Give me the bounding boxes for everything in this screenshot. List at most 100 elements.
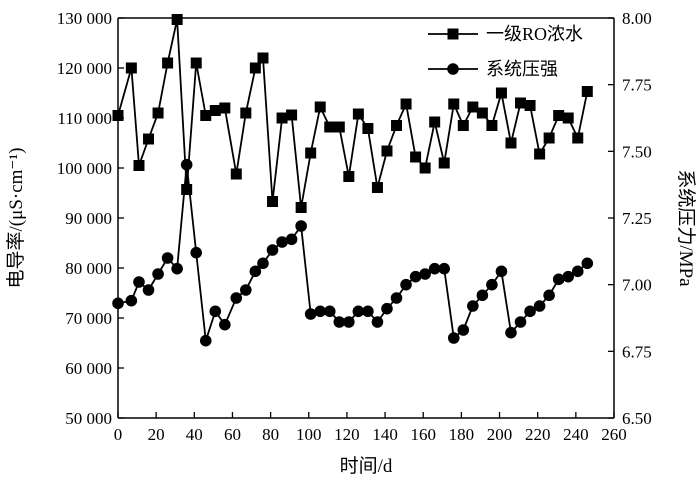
circle-marker: [199, 334, 212, 347]
square-marker: [162, 57, 174, 69]
circle-marker: [352, 305, 365, 318]
x-tick-label: 200: [487, 425, 513, 444]
series-pressure: [112, 158, 594, 347]
square-marker: [190, 57, 202, 69]
right-y-tick-label: 7.25: [622, 209, 652, 228]
square-marker: [267, 196, 279, 207]
circle-marker: [125, 294, 138, 307]
x-tick-label: 240: [563, 425, 589, 444]
circle-marker: [467, 300, 479, 312]
right-y-tick-label: 7.00: [622, 276, 652, 295]
square-marker: [534, 148, 546, 160]
legend-circle-marker: [447, 63, 459, 75]
circle-marker: [552, 273, 565, 286]
square-marker: [581, 86, 593, 97]
square-marker: [333, 121, 345, 133]
circle-marker: [190, 246, 203, 259]
left-y-tick-label: 60 000: [65, 359, 112, 378]
right-y-axis-ticks: 6.50 6.75 7.00 7.25 7.50 7.75 8.00: [608, 9, 652, 428]
square-marker: [524, 100, 536, 111]
square-marker: [486, 120, 498, 131]
circle-marker: [371, 316, 384, 328]
right-y-tick-label: 7.50: [622, 142, 652, 161]
x-tick-label: 60: [224, 425, 241, 444]
left-y-tick-label: 50 000: [65, 409, 112, 428]
circle-marker: [112, 297, 124, 310]
square-marker: [429, 116, 441, 128]
circle-marker: [381, 302, 393, 315]
x-tick-label: 20: [148, 425, 165, 444]
square-marker: [400, 98, 412, 110]
square-marker: [314, 101, 326, 113]
right-y-tick-label: 6.75: [622, 342, 652, 361]
circle-marker: [285, 233, 298, 246]
circle-marker: [390, 292, 403, 304]
right-y-axis-title: 系统压力/MPa: [675, 169, 697, 287]
x-tick-label: 0: [114, 425, 123, 444]
square-marker: [133, 160, 145, 171]
circle-marker: [571, 265, 584, 278]
legend-item-concentrate: 一级RO浓水: [428, 24, 583, 44]
circle-marker: [323, 305, 336, 318]
square-marker: [209, 105, 221, 116]
circle-marker: [249, 265, 262, 278]
legend-label-pressure: 系统压强: [486, 59, 558, 79]
series-concentrate: [112, 14, 593, 213]
left-y-tick-label: 80 000: [65, 259, 112, 278]
left-y-tick-label: 120 000: [57, 59, 112, 78]
circle-marker: [362, 305, 374, 318]
circle-marker: [543, 289, 555, 302]
series-line: [117, 19, 589, 208]
square-marker: [515, 97, 527, 109]
circle-marker: [562, 270, 575, 283]
square-marker: [410, 151, 422, 163]
left-y-tick-label: 90 000: [65, 209, 112, 228]
left-y-tick-label: 110 000: [57, 109, 112, 128]
x-tick-label: 100: [296, 425, 322, 444]
square-marker: [112, 110, 124, 121]
circle-marker: [428, 262, 441, 275]
square-marker: [543, 132, 555, 144]
circle-marker: [457, 324, 470, 336]
x-tick-label: 140: [372, 425, 398, 444]
square-marker: [171, 14, 183, 25]
circle-marker: [495, 265, 508, 278]
square-marker: [240, 107, 252, 119]
square-marker: [553, 110, 565, 121]
legend-square-marker: [447, 28, 459, 40]
square-marker: [295, 202, 307, 213]
circle-marker: [295, 220, 307, 232]
circle-marker: [152, 268, 164, 280]
left-y-tick-label: 70 000: [65, 309, 112, 328]
x-axis-ticks: 0 20 40 60 80 100 120 140 160 180 200 220 240 260: [114, 412, 627, 444]
square-marker: [352, 108, 364, 120]
circle-marker: [180, 158, 193, 171]
legend-label-concentrate: 一级RO浓水: [486, 24, 583, 44]
circle-marker: [219, 318, 231, 331]
circle-marker: [257, 257, 269, 270]
square-marker: [467, 101, 479, 113]
square-marker: [419, 162, 431, 174]
square-marker: [448, 98, 460, 110]
x-tick-label: 120: [334, 425, 360, 444]
square-marker: [476, 107, 488, 119]
square-marker: [495, 87, 507, 99]
right-y-tick-label: 7.75: [622, 76, 652, 95]
square-marker: [438, 157, 450, 169]
circle-marker: [230, 292, 243, 304]
series-line: [117, 164, 588, 341]
square-marker: [286, 109, 298, 121]
left-y-tick-label: 130 000: [57, 9, 112, 28]
circle-marker: [171, 262, 183, 275]
x-tick-label: 260: [601, 425, 627, 444]
circle-marker: [486, 278, 498, 291]
right-y-tick-label: 6.50: [622, 409, 652, 428]
circle-marker: [524, 305, 536, 318]
x-tick-label: 80: [262, 425, 279, 444]
square-marker: [562, 112, 574, 124]
square-marker: [181, 184, 193, 195]
square-marker: [371, 182, 383, 193]
circle-marker: [240, 284, 252, 296]
square-marker: [343, 171, 355, 182]
square-marker: [457, 120, 469, 131]
